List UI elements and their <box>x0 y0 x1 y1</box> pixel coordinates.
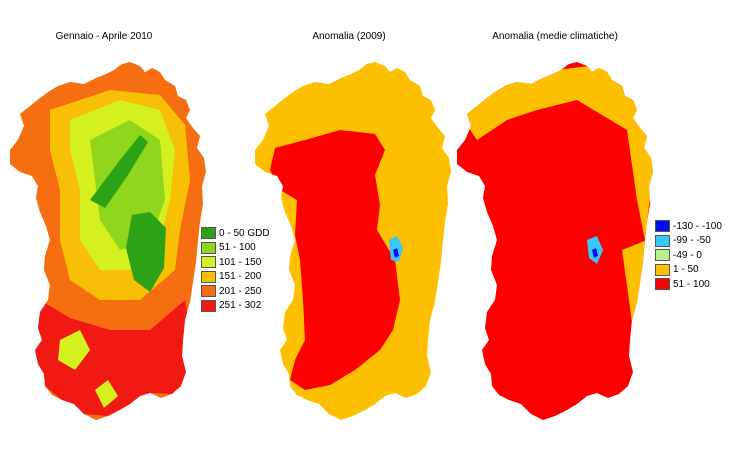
legend-anomaly-item: -49 - 0 <box>655 248 722 263</box>
legend-anomaly-item: 51 - 100 <box>655 277 722 292</box>
map-gdd-green-massif <box>126 212 166 292</box>
map-gdd-green-ridge <box>90 135 148 208</box>
legend-label: 101 - 150 <box>219 256 262 268</box>
map-anomaly-climatic-orange-north <box>457 65 653 240</box>
legend-swatch <box>655 263 670 276</box>
legend-gdd-item: 251 - 302 <box>201 299 270 314</box>
map-anomaly-2009-darkblue-spot <box>393 248 399 258</box>
legend-swatch <box>201 256 216 269</box>
legend-gdd-item: 201 - 250 <box>201 284 270 299</box>
legend-swatch <box>201 241 216 254</box>
map-gdd-orange-west <box>10 128 60 300</box>
legend-swatch <box>201 227 216 240</box>
panel-title-anomaly-2009: Anomalia (2009) <box>312 31 386 42</box>
legend-anomaly-item: 1 - 50 <box>655 263 722 278</box>
legend-anomaly-item: -130 - -100 <box>655 219 722 234</box>
legend-swatch <box>655 234 670 247</box>
legend-gdd: 0 - 50 GDD 51 - 100 101 - 150 151 - 200 … <box>201 226 270 313</box>
map-gdd <box>10 62 206 420</box>
legend-label: -49 - 0 <box>673 249 702 261</box>
legend-label: 251 - 302 <box>219 300 262 312</box>
legend-swatch <box>201 270 216 283</box>
legend-label: 1 - 50 <box>673 264 699 276</box>
map-anomaly-climatic-darkblue-spot <box>592 248 598 258</box>
legend-swatch <box>655 220 670 233</box>
legend-label: 201 - 250 <box>219 285 262 297</box>
legend-swatch <box>201 299 216 312</box>
map-gdd-coast-red <box>35 300 190 416</box>
legend-label: -130 - -100 <box>673 220 722 232</box>
map-anomaly-2009-red <box>270 130 400 390</box>
map-gdd-sw-green <box>58 330 90 370</box>
panel-title-gdd: Gennaio - Aprile 2010 <box>55 31 153 42</box>
legend-label: -99 - -50 <box>673 235 711 247</box>
map-gdd-south-green <box>95 380 118 408</box>
legend-label: 51 - 100 <box>219 242 256 254</box>
legend-label: 151 - 200 <box>219 271 262 283</box>
legend-gdd-item: 101 - 150 <box>201 255 270 270</box>
legend-gdd-item: 151 - 200 <box>201 270 270 285</box>
legend-swatch <box>655 278 670 291</box>
panel-title-anomaly-climatic: Anomalia (medie climatiche) <box>492 31 618 42</box>
legend-anomaly-item: -99 - -50 <box>655 234 722 249</box>
legend-label: 0 - 50 GDD <box>219 227 270 239</box>
map-anomaly-climatic-orange-east <box>622 240 647 330</box>
legend-swatch <box>655 249 670 262</box>
legend-gdd-item: 0 - 50 GDD <box>201 226 270 241</box>
legend-swatch <box>201 285 216 298</box>
legend-label: 51 - 100 <box>673 278 710 290</box>
legend-gdd-item: 51 - 100 <box>201 241 270 256</box>
legend-anomaly: -130 - -100 -99 - -50 -49 - 0 1 - 50 51 … <box>655 219 722 292</box>
